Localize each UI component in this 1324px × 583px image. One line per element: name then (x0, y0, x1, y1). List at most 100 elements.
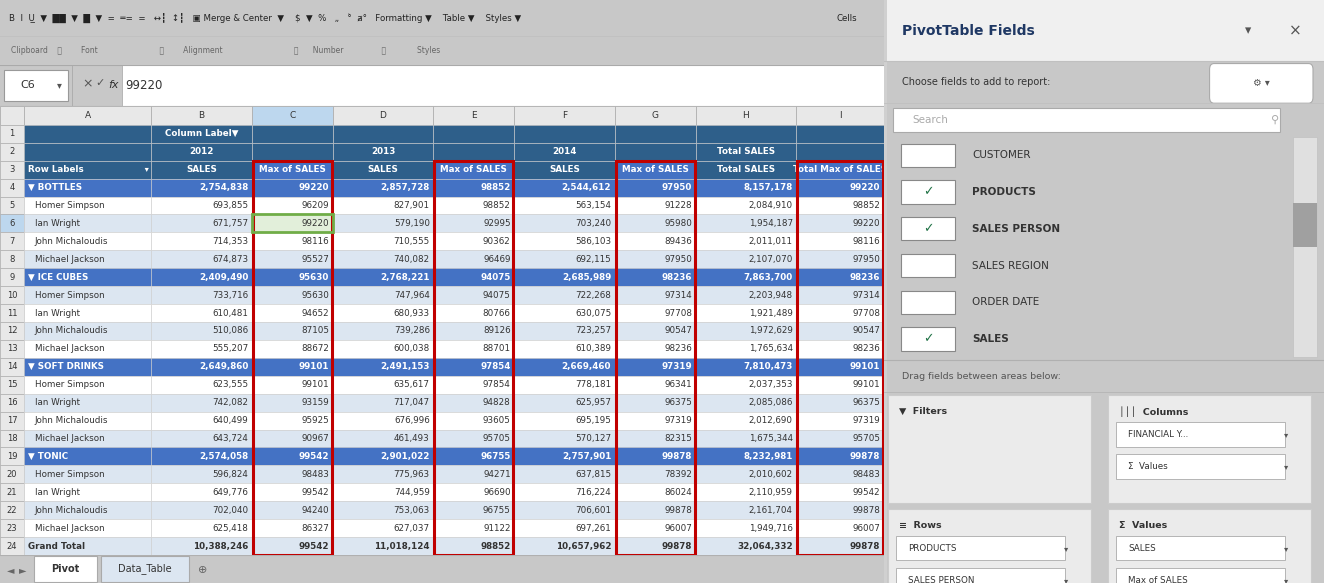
Text: 2,409,490: 2,409,490 (199, 273, 249, 282)
Text: ⊕: ⊕ (199, 566, 208, 575)
Bar (24, 537, 151, 555)
Text: 2,669,460: 2,669,460 (561, 362, 612, 371)
Bar (433, 143, 514, 161)
Text: 24: 24 (7, 542, 17, 550)
Bar (24, 250, 151, 268)
Text: 94271: 94271 (483, 470, 511, 479)
Text: Column Label▼: Column Label▼ (166, 129, 238, 138)
Bar (252, 178, 332, 196)
Text: 98116: 98116 (853, 237, 880, 246)
Text: 95630: 95630 (302, 290, 330, 300)
Text: 2012: 2012 (189, 147, 213, 156)
Bar (1108, 395, 1311, 503)
Text: 2,768,221: 2,768,221 (380, 273, 430, 282)
Text: ▾: ▾ (1284, 576, 1288, 583)
Text: Max of SALES: Max of SALES (1128, 576, 1188, 583)
Bar (332, 465, 433, 483)
Bar (0, 483, 24, 501)
Text: John Michaloudis: John Michaloudis (34, 237, 109, 246)
Bar (151, 483, 252, 501)
Text: 98236: 98236 (665, 345, 692, 353)
Bar (0, 161, 24, 178)
Bar (888, 509, 1091, 583)
Text: 676,996: 676,996 (395, 416, 430, 425)
Text: ⚲: ⚲ (1271, 115, 1279, 125)
Bar (332, 125, 433, 143)
Text: 96007: 96007 (853, 524, 880, 533)
Text: 93605: 93605 (483, 416, 511, 425)
Bar (24, 340, 151, 358)
Text: 723,257: 723,257 (575, 326, 612, 335)
Text: ▾: ▾ (1064, 544, 1068, 553)
Text: CUSTOMER: CUSTOMER (972, 150, 1030, 160)
Bar (151, 143, 252, 161)
Bar (514, 322, 614, 340)
Text: 703,240: 703,240 (575, 219, 612, 228)
Text: 99220: 99220 (302, 219, 330, 228)
FancyBboxPatch shape (900, 144, 955, 167)
Bar (695, 501, 796, 519)
Bar (24, 376, 151, 394)
Text: SALES: SALES (1128, 544, 1156, 553)
Bar (252, 233, 332, 250)
Bar (252, 215, 332, 233)
Text: ✓: ✓ (95, 78, 105, 89)
Bar (433, 376, 514, 394)
Text: Total SALES: Total SALES (716, 147, 775, 156)
Bar (514, 394, 614, 412)
Bar (1294, 203, 1317, 247)
Text: ×: × (1288, 23, 1301, 38)
Text: 82315: 82315 (665, 434, 692, 443)
FancyBboxPatch shape (1210, 64, 1313, 103)
Bar (796, 250, 884, 268)
Text: 99220: 99220 (853, 219, 880, 228)
Text: 643,724: 643,724 (213, 434, 249, 443)
Bar (514, 483, 614, 501)
FancyBboxPatch shape (896, 568, 1066, 583)
Bar (252, 412, 332, 430)
Bar (614, 322, 695, 340)
Text: SALES: SALES (187, 165, 217, 174)
Bar (796, 286, 884, 304)
Bar (514, 304, 614, 322)
Bar (332, 376, 433, 394)
Bar (796, 178, 884, 196)
Bar (695, 322, 796, 340)
Text: 99220: 99220 (126, 79, 163, 92)
Text: 97314: 97314 (665, 290, 692, 300)
Text: 739,286: 739,286 (393, 326, 430, 335)
Bar (252, 196, 332, 215)
Bar (0, 537, 24, 555)
Bar (796, 196, 884, 215)
Bar (332, 322, 433, 340)
Text: 88701: 88701 (483, 345, 511, 353)
Bar (514, 250, 614, 268)
Text: 21: 21 (7, 488, 17, 497)
Bar (614, 125, 695, 143)
Text: 1,949,716: 1,949,716 (749, 524, 793, 533)
Text: 95630: 95630 (299, 273, 330, 282)
Text: 2: 2 (9, 147, 15, 156)
Bar (614, 376, 695, 394)
Bar (0, 304, 24, 322)
Text: 1,954,187: 1,954,187 (748, 219, 793, 228)
Bar (24, 501, 151, 519)
Text: ORDER DATE: ORDER DATE (972, 297, 1039, 307)
Bar (24, 125, 151, 143)
Text: 95980: 95980 (665, 219, 692, 228)
Bar (24, 412, 151, 430)
Text: Homer Simpson: Homer Simpson (34, 201, 105, 210)
Bar (514, 412, 614, 430)
FancyBboxPatch shape (1116, 536, 1286, 560)
Text: 635,617: 635,617 (393, 380, 430, 389)
Text: 579,190: 579,190 (393, 219, 430, 228)
Bar (514, 376, 614, 394)
Text: 563,154: 563,154 (575, 201, 612, 210)
Text: ▼ TONIC: ▼ TONIC (28, 452, 68, 461)
Text: 98236: 98236 (850, 273, 880, 282)
Text: 16: 16 (7, 398, 17, 407)
Text: Michael Jackson: Michael Jackson (34, 255, 105, 264)
Text: 90967: 90967 (302, 434, 330, 443)
Text: 3: 3 (9, 165, 15, 174)
Bar (24, 322, 151, 340)
